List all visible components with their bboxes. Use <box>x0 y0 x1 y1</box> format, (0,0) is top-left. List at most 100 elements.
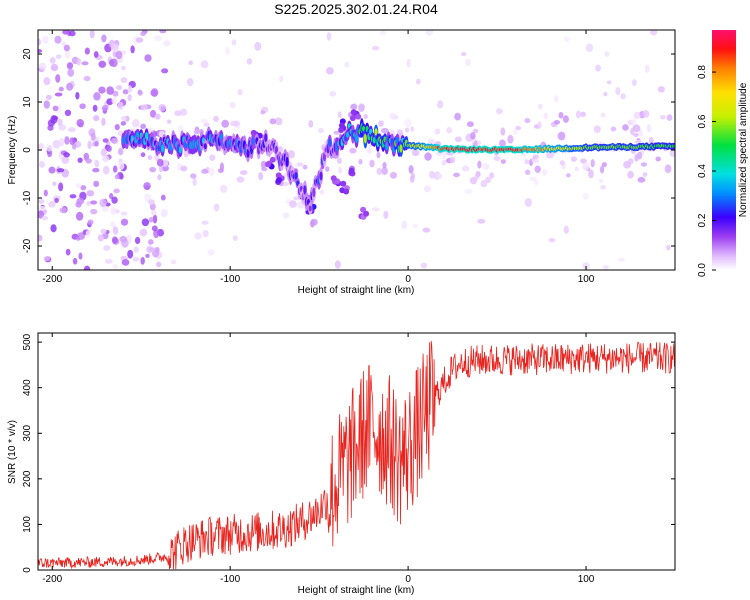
spectrogram-cell <box>632 124 641 133</box>
spectrogram-cell <box>102 165 110 175</box>
spectrogram-cell <box>194 232 202 240</box>
spectrogram-cell <box>664 164 672 174</box>
spectrogram-cell <box>532 154 540 160</box>
spectrogram-cell <box>200 60 209 69</box>
spectrogram-cell <box>148 247 155 252</box>
spectrogram-cell <box>279 75 284 83</box>
spectrogram-cell <box>350 109 357 116</box>
spectrogram-cell <box>420 262 428 269</box>
spectrogram-cell <box>657 86 665 93</box>
spectrogram-cell <box>415 78 421 85</box>
spectrogram-cell <box>55 54 62 59</box>
spectrogram-cell <box>630 127 635 136</box>
colorbar-label: Normalized spectral amplitude <box>738 82 749 217</box>
snr-series-line <box>38 340 675 570</box>
spectrogram-cell <box>119 235 128 243</box>
spectrogram-cell <box>640 162 647 167</box>
spectrogram-cell <box>151 249 160 258</box>
spectrogram-cell <box>582 262 590 270</box>
spectrogram-cell <box>154 153 160 162</box>
spectrogram-cell <box>38 38 41 46</box>
spectrogram-cell <box>104 258 113 264</box>
spectrogram-cell <box>312 187 316 198</box>
spectrogram-cell <box>423 185 432 193</box>
spectrogram-cell <box>482 163 490 170</box>
spectrogram-cell <box>170 259 177 265</box>
spectrogram-cell <box>98 60 107 68</box>
spectrogram-cell <box>425 30 434 36</box>
spectrogram-cell <box>111 43 119 51</box>
spectrogram-cell <box>338 126 345 133</box>
x-tick-label: -200 <box>42 274 62 285</box>
spectrogram-cell <box>380 127 389 134</box>
spectrogram-cell <box>401 220 408 230</box>
spectrogram-cell <box>336 157 342 164</box>
spectrogram-cell <box>473 128 479 134</box>
spectrogram-cell <box>57 118 63 127</box>
spectrogram-cell <box>151 225 158 232</box>
y-tick-label: -20 <box>22 238 33 253</box>
spectrogram-cell <box>186 77 194 87</box>
spectrogram-cell <box>622 124 629 131</box>
spectrogram-cell <box>666 244 671 251</box>
spectrogram-cell <box>149 166 157 173</box>
spectrogram-cell <box>328 138 332 147</box>
spectrogram-cell <box>114 123 120 131</box>
spectrogram-cell <box>650 30 658 36</box>
spectrogram-cell <box>106 145 112 152</box>
x-tick-label: -100 <box>220 274 240 285</box>
spectrogram-cell <box>81 61 89 66</box>
spectrogram-cell <box>87 219 94 225</box>
spectrogram-cell <box>66 62 74 70</box>
spectrogram-cell <box>102 155 110 162</box>
spectrogram-cell <box>160 194 166 201</box>
spectrogram-cell <box>201 168 208 174</box>
spectrogram-cell <box>464 188 473 195</box>
spectrogram-cell <box>363 113 368 120</box>
spectrogram-cell <box>192 178 197 186</box>
spectrogram-cell <box>63 152 70 158</box>
spectrogram-cell <box>156 158 164 167</box>
spectrogram-cell <box>50 224 57 233</box>
spectrogram-cell <box>558 111 564 119</box>
spectrogram-cell <box>120 211 128 216</box>
spectrogram-cell <box>183 148 189 158</box>
spectrogram-cell <box>85 230 91 238</box>
spectrogram-cell <box>543 112 549 120</box>
spectrogram-cell <box>326 67 334 75</box>
spectrogram-cell <box>89 30 95 39</box>
y-tick-label: 200 <box>22 470 33 487</box>
spectrogram-cell <box>75 183 82 189</box>
spectrogram-cell <box>156 261 162 268</box>
spectrogram-cell <box>48 166 56 174</box>
spectrogram-cell <box>348 167 355 174</box>
spectrogram-cell <box>231 39 237 46</box>
spectrogram-cell <box>38 206 47 211</box>
spectrogram-cell <box>294 172 298 180</box>
y-tick-label: 400 <box>22 379 33 396</box>
spectrogram-cell <box>470 131 476 140</box>
spectrogram-cell <box>38 142 45 151</box>
spectrogram-cell <box>160 144 165 153</box>
spectrogram-cell <box>103 245 111 251</box>
spectrogram-cell <box>41 215 49 221</box>
y-tick-label: -10 <box>22 190 33 205</box>
spectrogram-cell <box>221 119 230 128</box>
spectrogram-cell <box>620 93 626 100</box>
spectrogram-cell <box>453 172 460 178</box>
spectrogram-marks <box>38 30 675 270</box>
spectrogram-cell <box>566 173 571 178</box>
spectrogram-cell <box>389 112 397 120</box>
spectrogram-cell <box>127 249 134 259</box>
spectrogram-cell <box>93 51 99 58</box>
spectrogram-cell <box>246 148 250 158</box>
spectrogram-cell <box>343 188 350 195</box>
spectrogram-cell <box>99 198 107 208</box>
spectrogram-cell <box>410 172 415 180</box>
spectrogram-cell <box>580 158 587 164</box>
spectrogram-cell <box>58 137 65 147</box>
spectrogram-cell <box>500 159 506 164</box>
spectrogram-cell <box>562 115 569 123</box>
spectrogram-cell <box>140 152 146 158</box>
